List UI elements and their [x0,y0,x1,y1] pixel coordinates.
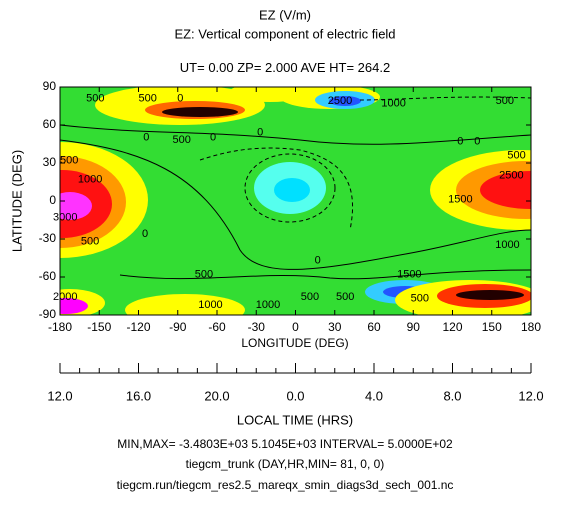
contour-label: 500 [81,235,99,247]
contour-label: 1500 [448,194,472,206]
contour-label: 1000 [198,299,222,311]
y-tick-label: -30 [39,231,57,245]
x-tick-label: -90 [169,320,187,334]
lt-tick-label: 8.0 [443,388,461,403]
x-tick-label: -120 [126,320,150,334]
x-tick-label: -180 [48,320,72,334]
contour-label: 500 [195,268,213,280]
contour-label: 1000 [381,97,405,109]
y-axis-label: LATITUDE (DEG) [9,150,24,252]
contour-label: 500 [86,92,104,104]
chart-subtitle: EZ: Vertical component of electric field [174,26,395,41]
contour-label: 500 [507,149,525,161]
lt-tick-label: 12.0 [47,388,72,403]
y-tick-label: -60 [39,269,57,283]
contour-label: 500 [301,291,319,303]
contour-label: 1000 [78,173,102,185]
y-tick-label: -90 [39,307,57,321]
contour-label: 500 [172,134,190,146]
y-tick-label: 30 [43,155,57,169]
x-tick-label: 150 [482,320,502,334]
x-tick-label: 90 [407,320,421,334]
contour-label: 1000 [256,299,280,311]
footer-line: MIN,MAX= -3.4803E+03 5.1045E+03 INTERVAL… [117,437,453,451]
lt-tick-label: 16.0 [126,388,151,403]
x-tick-label: 60 [367,320,381,334]
y-tick-label: 90 [43,79,57,93]
contour-label: 0 [143,132,149,144]
contour-label: 0 [474,135,480,147]
contour-label: 2000 [53,291,77,303]
footer-line: tiegcm.run/tiegcm_res2.5_mareqx_smin_dia… [117,478,454,492]
footer-line: tiegcm_trunk (DAY,HR,MIN= 81, 0, 0) [186,457,385,471]
y-tick-label: 0 [49,193,56,207]
chart-title: EZ (V/m) [259,7,311,22]
x-tick-label: -150 [87,320,111,334]
contour-label: 0 [457,135,463,147]
lt-tick-label: 12.0 [518,388,543,403]
contour-label: 3000 [53,211,77,223]
contour-label: 500 [336,291,354,303]
lt-tick-label: 20.0 [204,388,229,403]
x-tick-label: -60 [208,320,226,334]
lt-tick-label: 0.0 [286,388,304,403]
contour-label: 500 [60,154,78,166]
x-tick-label: 180 [521,320,541,334]
contour-label: 0 [177,92,183,104]
contour-label: 0 [210,132,216,144]
lt-axis-label: LOCAL TIME (HRS) [237,412,353,427]
contour-label: 1500 [397,268,421,280]
contour-label: 500 [138,92,156,104]
contour-label: 500 [411,292,429,304]
contour-label: 0 [315,254,321,266]
contour-label: 0 [142,228,148,240]
contour-label: 500 [496,95,514,107]
x-tick-label: -30 [248,320,266,334]
contour-field [60,87,531,315]
contour-label: 0 [257,127,263,139]
contour-label: 1000 [495,239,519,251]
contour-label: 2500 [499,170,523,182]
x-tick-label: 0 [292,320,299,334]
chart-subtitle: UT= 0.00 ZP= 2.000 AVE HT= 264.2 [180,60,390,75]
x-tick-label: 30 [328,320,342,334]
x-tick-label: 120 [442,320,462,334]
lt-tick-label: 4.0 [365,388,383,403]
x-axis-label: LONGITUDE (DEG) [241,336,348,350]
contour-label: 2500 [328,95,352,107]
y-tick-label: 60 [43,117,57,131]
